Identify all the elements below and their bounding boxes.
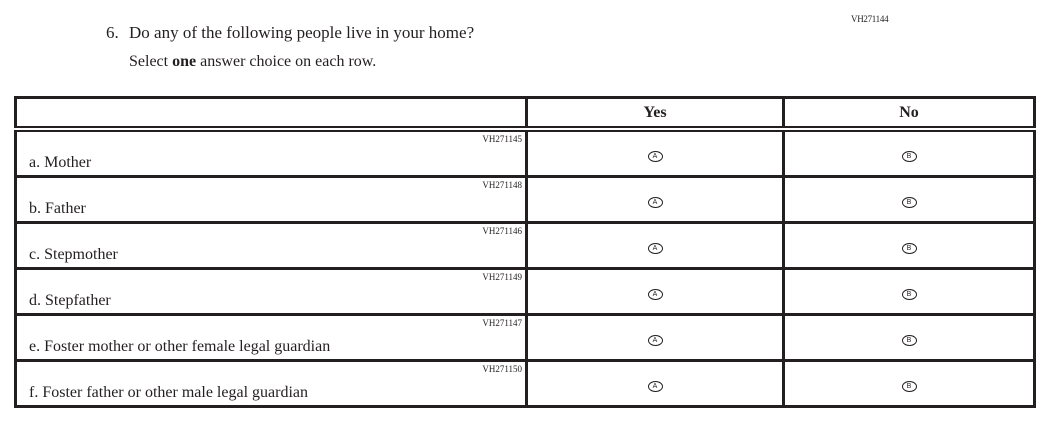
header-yes: Yes (525, 96, 785, 132)
yes-bubble[interactable]: A (647, 242, 663, 254)
no-cell: B (782, 221, 1036, 270)
question-id: VH271144 (851, 14, 889, 24)
row-label-cell: VH271150 f. Foster father or other male … (14, 359, 528, 408)
item-id: VH271146 (482, 226, 522, 236)
no-cell: B (782, 267, 1036, 316)
table-row: VH271146 c. Stepmother A B (14, 221, 1036, 270)
header-row: Yes No (14, 96, 1036, 132)
item-label: b. Father (29, 200, 86, 217)
no-bubble[interactable]: B (901, 196, 917, 208)
yes-cell: A (525, 359, 785, 408)
yes-cell: A (525, 313, 785, 362)
yes-bubble[interactable]: A (647, 150, 663, 162)
no-bubble[interactable]: B (901, 150, 917, 162)
no-bubble[interactable]: B (901, 288, 917, 300)
instruction-text: Select (129, 53, 173, 70)
item-label: f. Foster father or other male legal gua… (29, 384, 308, 401)
yes-cell: A (525, 127, 785, 178)
item-id: VH271149 (482, 272, 522, 282)
yes-bubble[interactable]: A (647, 288, 663, 300)
item-id: VH271147 (482, 318, 522, 328)
item-label: c. Stepmother (29, 246, 118, 263)
answer-grid: Yes No VH271145 a. Mother A B VH271148 b… (14, 96, 1036, 408)
item-id: VH271148 (482, 180, 522, 190)
yes-cell: A (525, 267, 785, 316)
no-cell: B (782, 127, 1036, 178)
item-id: VH271145 (482, 134, 522, 144)
no-bubble[interactable]: B (901, 242, 917, 254)
no-cell: B (782, 175, 1036, 224)
item-id: VH271150 (482, 364, 522, 374)
instruction-emphasis: one (172, 53, 197, 70)
table-row: VH271148 b. Father A B (14, 175, 1036, 224)
row-label-cell: VH271146 c. Stepmother (14, 221, 528, 270)
header-no: No (782, 96, 1036, 132)
row-label-cell: VH271145 a. Mother (14, 127, 528, 178)
table-row: VH271145 a. Mother A B (14, 127, 1036, 178)
yes-cell: A (525, 175, 785, 224)
instruction-text: answer choice on each row. (196, 53, 377, 70)
header-blank (14, 96, 528, 132)
no-cell: B (782, 313, 1036, 362)
row-label-cell: VH271149 d. Stepfather (14, 267, 528, 316)
item-label: a. Mother (29, 154, 92, 171)
table-row: VH271149 d. Stepfather A B (14, 267, 1036, 316)
question-number: 6. (106, 23, 119, 42)
yes-cell: A (525, 221, 785, 270)
no-bubble[interactable]: B (901, 380, 917, 392)
yes-bubble[interactable]: A (647, 380, 663, 392)
no-bubble[interactable]: B (901, 334, 917, 346)
no-cell: B (782, 359, 1036, 408)
question-text: Do any of the following people live in y… (129, 23, 475, 42)
yes-bubble[interactable]: A (647, 196, 663, 208)
table-row: VH271147 e. Foster mother or other femal… (14, 313, 1036, 362)
row-label-cell: VH271148 b. Father (14, 175, 528, 224)
item-label: e. Foster mother or other female legal g… (29, 338, 331, 355)
question-instruction: Select one answer choice on each row. (129, 53, 376, 71)
row-label-cell: VH271147 e. Foster mother or other femal… (14, 313, 528, 362)
yes-bubble[interactable]: A (647, 334, 663, 346)
item-label: d. Stepfather (29, 292, 111, 309)
table-row: VH271150 f. Foster father or other male … (14, 359, 1036, 408)
